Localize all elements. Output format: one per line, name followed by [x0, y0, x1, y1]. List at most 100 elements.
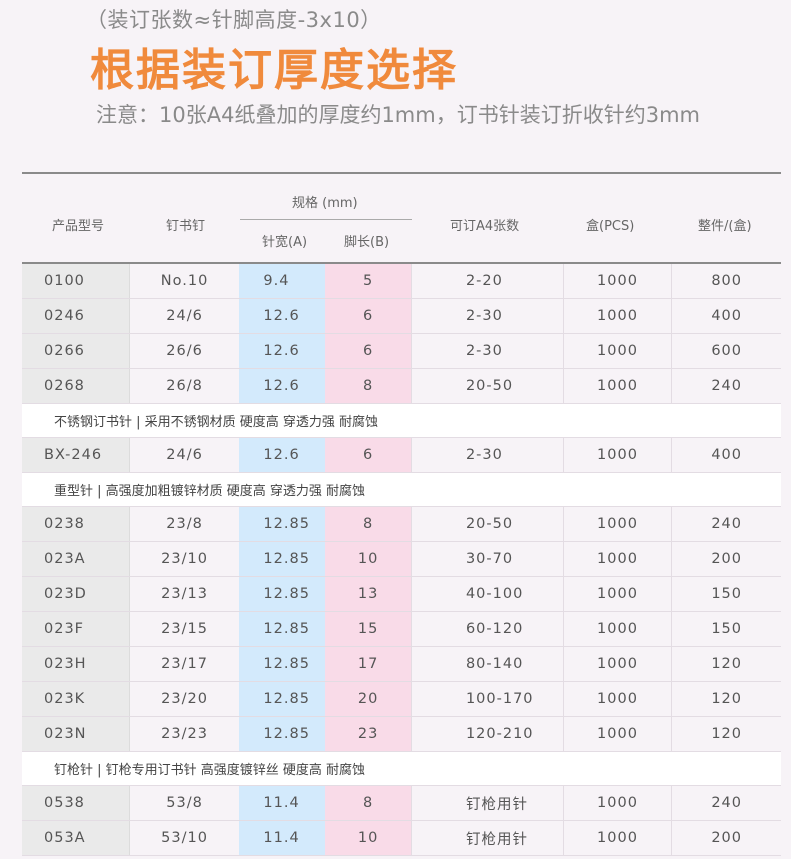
cell-leg: 10	[325, 821, 411, 855]
header-spec: 规格 (mm)	[292, 196, 358, 211]
cell-sheets: 2-30	[410, 438, 563, 472]
cell-carton: 150	[671, 612, 781, 646]
cell-width: 12.85	[239, 577, 326, 611]
cell-model: 023A	[22, 542, 130, 576]
cell-model: 053A	[22, 821, 130, 855]
header-carton: 整件/(盒)	[698, 219, 752, 234]
cell-box: 1000	[562, 786, 672, 820]
cell-staple: 23/20	[129, 682, 240, 716]
table-row: 023H 23/17 12.85 17 80-140 1000 120	[22, 647, 781, 682]
table-row: 023K 23/20 12.85 20 100-170 1000 120	[22, 682, 781, 717]
header-rule	[22, 262, 781, 264]
cell-sheets: 20-50	[410, 507, 563, 541]
section-heading: 不锈钢订书针 | 采用不锈钢材质 硬度高 穿透力强 耐腐蚀	[22, 404, 781, 438]
cell-carton: 150	[671, 577, 781, 611]
spec-table: 产品型号 钉书钉 规格 (mm) 针宽(A) 脚长(B) 可订A4张数 盒(PC…	[22, 172, 781, 856]
header-width: 针宽(A)	[262, 235, 308, 250]
table-row: BX-246 24/6 12.6 6 2-30 1000 400	[22, 438, 781, 473]
cell-carton: 240	[671, 369, 781, 403]
cell-box: 1000	[562, 577, 672, 611]
cell-leg: 6	[325, 334, 411, 368]
cell-width: 11.4	[239, 786, 326, 820]
header-model: 产品型号	[52, 219, 105, 234]
cell-sheets: 30-70	[410, 542, 563, 576]
cell-box: 1000	[562, 334, 672, 368]
cell-width: 12.6	[239, 299, 326, 333]
cell-sheets: 40-100	[410, 577, 563, 611]
cell-box: 1000	[562, 717, 672, 751]
cell-staple: 24/6	[129, 299, 240, 333]
cell-box: 1000	[562, 438, 672, 472]
cell-box: 1000	[562, 507, 672, 541]
cell-carton: 120	[671, 682, 781, 716]
cell-carton: 600	[671, 334, 781, 368]
table-row: 0266 26/6 12.6 6 2-30 1000 600	[22, 334, 781, 369]
cell-width: 12.6	[239, 369, 326, 403]
cell-leg: 17	[325, 647, 411, 681]
cell-staple: 23/10	[129, 542, 240, 576]
cell-staple: No.10	[129, 264, 240, 298]
cell-box: 1000	[562, 647, 672, 681]
cell-sheets: 120-210	[410, 717, 563, 751]
cell-box: 1000	[562, 299, 672, 333]
cell-sheets: 80-140	[410, 647, 563, 681]
cell-leg: 8	[325, 369, 411, 403]
cell-staple: 53/8	[129, 786, 240, 820]
cell-leg: 5	[325, 264, 411, 298]
table-row: 0268 26/8 12.6 8 20-50 1000 240	[22, 369, 781, 404]
cell-width: 12.85	[239, 647, 326, 681]
table-row: 053A 53/10 11.4 10 钉枪用针 1000 200	[22, 821, 781, 856]
section-heading: 钉枪针 | 钉枪专用订书针 高强度镀锌丝 硬度高 耐腐蚀	[22, 752, 781, 786]
cell-sheets: 钉枪用针	[410, 821, 563, 855]
cell-model: 0268	[22, 369, 130, 403]
section-heading: 重型针 | 高强度加粗镀锌材质 硬度高 穿透力强 耐腐蚀	[22, 473, 781, 507]
cell-carton: 120	[671, 647, 781, 681]
cell-carton: 400	[671, 299, 781, 333]
header-box: 盒(PCS)	[586, 219, 635, 234]
table-header: 产品型号 钉书钉 规格 (mm) 针宽(A) 脚长(B) 可订A4张数 盒(PC…	[22, 174, 781, 262]
cell-leg: 8	[325, 507, 411, 541]
cell-sheets: 2-30	[410, 299, 563, 333]
cell-carton: 200	[671, 542, 781, 576]
cell-model: 0238	[22, 507, 130, 541]
cell-staple: 23/15	[129, 612, 240, 646]
subtitle: （装订张数≈针脚高度-3x10）	[86, 8, 382, 32]
cell-leg: 20	[325, 682, 411, 716]
cell-leg: 13	[325, 577, 411, 611]
table-row: 023F 23/15 12.85 15 60-120 1000 150	[22, 612, 781, 647]
cell-sheets: 20-50	[410, 369, 563, 403]
cell-leg: 8	[325, 786, 411, 820]
cell-leg: 6	[325, 438, 411, 472]
cell-model: 023N	[22, 717, 130, 751]
cell-carton: 120	[671, 717, 781, 751]
header-staple: 钉书钉	[166, 219, 206, 234]
cell-box: 1000	[562, 369, 672, 403]
cell-sheets: 100-170	[410, 682, 563, 716]
header-leg: 脚长(B)	[344, 235, 390, 250]
cell-width: 11.4	[239, 821, 326, 855]
cell-box: 1000	[562, 264, 672, 298]
table-body: 0100 No.10 9.4 5 2-20 1000 800 0246 24/6 12.6 6 2-3…	[22, 264, 781, 856]
cell-model: 023D	[22, 577, 130, 611]
cell-box: 1000	[562, 821, 672, 855]
cell-width: 12.6	[239, 334, 326, 368]
table-row: 0238 23/8 12.85 8 20-50 1000 240	[22, 507, 781, 542]
cell-leg: 6	[325, 299, 411, 333]
cell-sheets: 钉枪用针	[410, 786, 563, 820]
note-text: 注意：10张A4纸叠加的厚度约1mm，订书针装订折收针约3mm	[96, 103, 700, 127]
cell-box: 1000	[562, 542, 672, 576]
cell-width: 12.85	[239, 507, 326, 541]
table-row: 0538 53/8 11.4 8 钉枪用针 1000 240	[22, 786, 781, 821]
header-divider	[240, 219, 412, 220]
page-title: 根据装订厚度选择	[90, 45, 458, 96]
cell-width: 12.85	[239, 717, 326, 751]
cell-width: 12.6	[239, 438, 326, 472]
cell-staple: 26/6	[129, 334, 240, 368]
cell-staple: 23/13	[129, 577, 240, 611]
header-sheets: 可订A4张数	[450, 219, 520, 234]
table-row: 023A 23/10 12.85 10 30-70 1000 200	[22, 542, 781, 577]
cell-staple: 53/10	[129, 821, 240, 855]
cell-staple: 23/8	[129, 507, 240, 541]
cell-sheets: 60-120	[410, 612, 563, 646]
cell-width: 12.85	[239, 542, 326, 576]
